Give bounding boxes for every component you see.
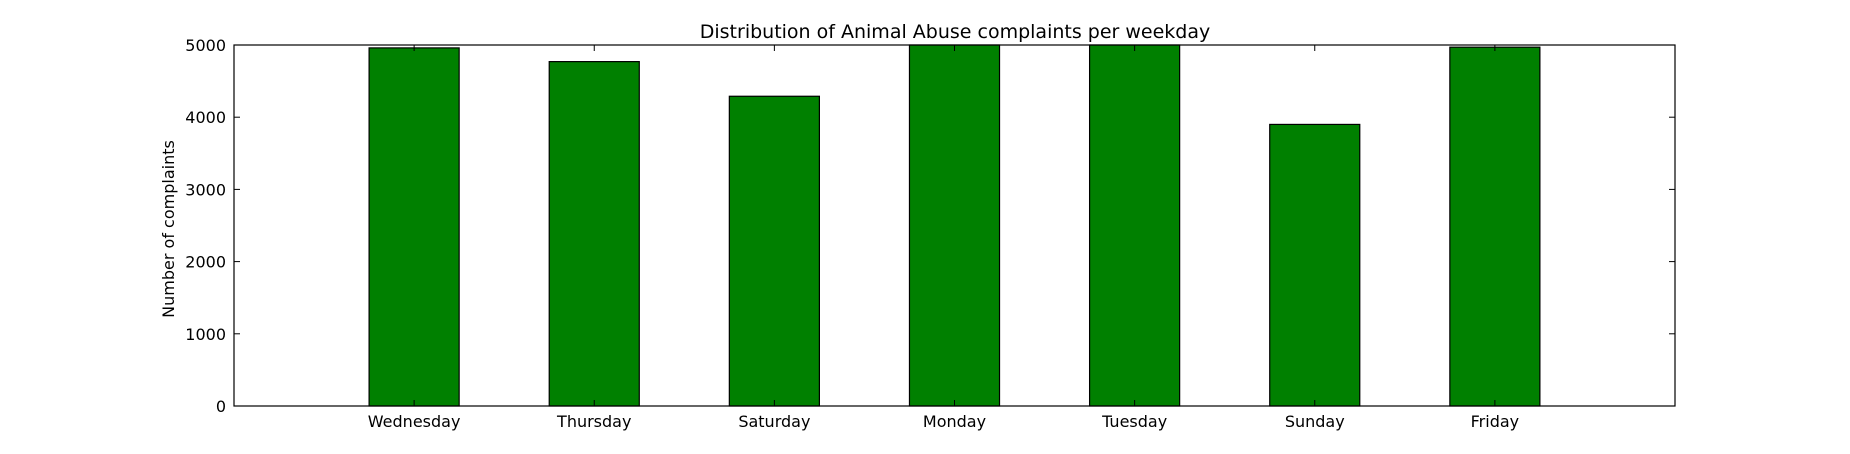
- y-tick-label-0: 0: [216, 397, 226, 416]
- x-tick-label-tuesday: Tuesday: [1101, 412, 1167, 431]
- x-tick-label-thursday: Thursday: [556, 412, 631, 431]
- y-tick-label-5000: 5000: [185, 36, 226, 55]
- bar-friday: [1449, 46, 1541, 407]
- chart-title: Distribution of Animal Abuse complaints …: [700, 21, 1211, 43]
- y-tick-label-1000: 1000: [185, 325, 226, 344]
- y-tick-label-4000: 4000: [185, 108, 226, 127]
- y-tick-label-2000: 2000: [185, 253, 226, 272]
- bar-saturday: [728, 95, 821, 407]
- bar-tuesday: [1088, 44, 1181, 407]
- x-tick-label-monday: Monday: [923, 412, 986, 431]
- ticks-layer: 0 1000 2000 3000 4000 5000 Wednesday Thursday Sa…: [185, 36, 1675, 431]
- bar-monday: [908, 44, 1001, 407]
- x-tick-label-saturday: Saturday: [738, 412, 810, 431]
- bar-sunday: [1269, 123, 1361, 407]
- bars-layer: [368, 44, 1541, 407]
- x-tick-label-friday: Friday: [1471, 412, 1520, 431]
- x-tick-label-sunday: Sunday: [1285, 412, 1345, 431]
- y-axis-label: Number of complaints: [159, 140, 178, 318]
- bar-thursday: [548, 61, 640, 407]
- y-tick-label-3000: 3000: [185, 180, 226, 199]
- bar-wednesday: [368, 47, 460, 407]
- x-tick-label-wednesday: Wednesday: [368, 412, 461, 431]
